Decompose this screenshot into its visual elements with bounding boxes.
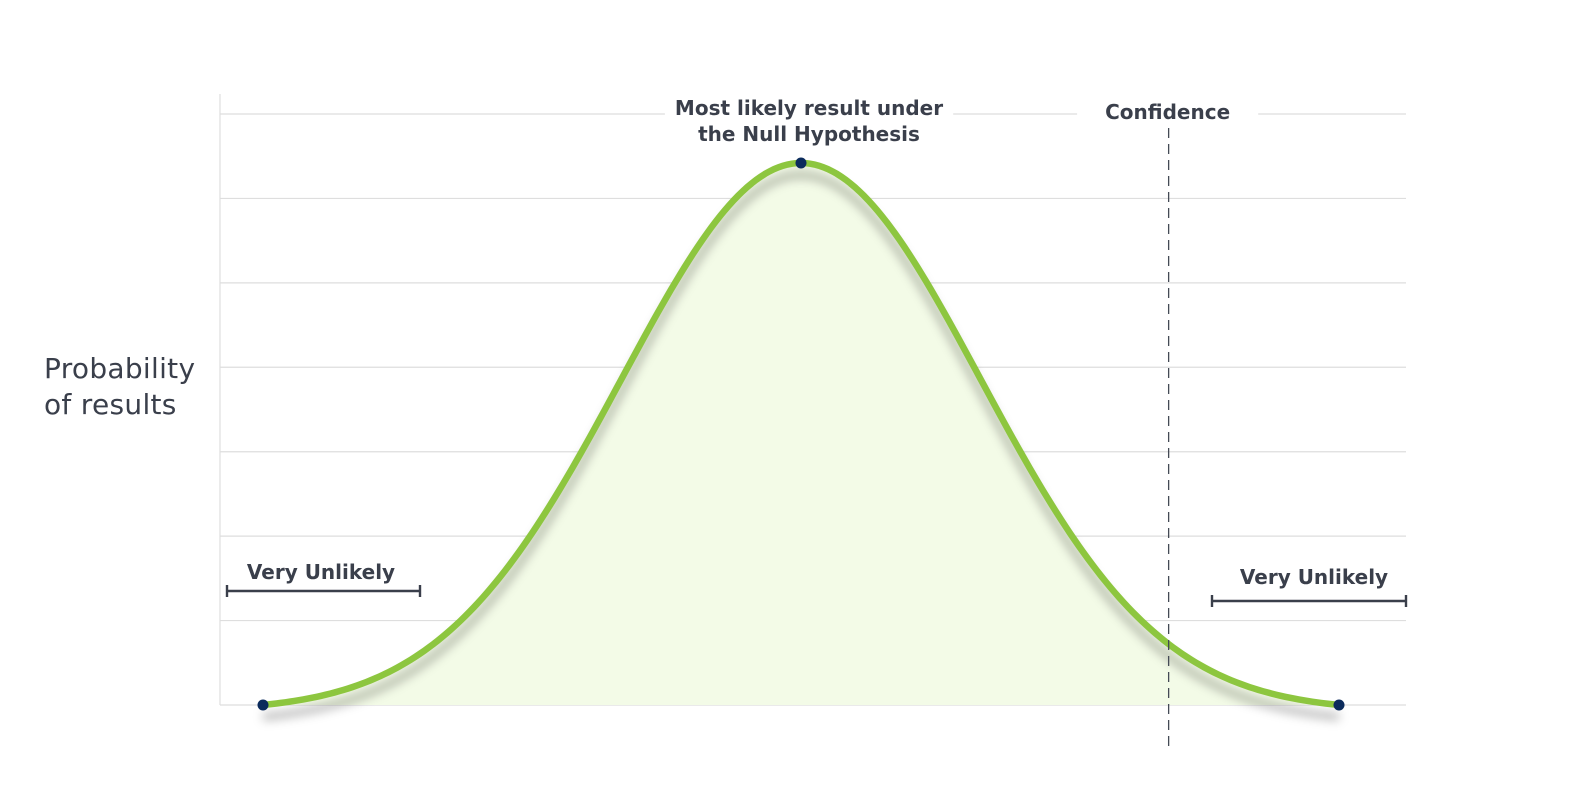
confidence-label-bg <box>1077 96 1259 128</box>
left-tail-bracket <box>225 585 422 597</box>
peak-label-line-2: the Null Hypothesis <box>698 122 920 146</box>
curve-shadow <box>262 171 1340 721</box>
right-tail-bracket <box>1210 595 1408 607</box>
left-tail-label-bg <box>242 558 400 586</box>
left-end-point <box>257 699 269 711</box>
distribution-curve <box>257 157 1345 721</box>
peak-label-line-1-bg <box>664 92 954 124</box>
y-axis-label-line-2: of results <box>44 388 177 421</box>
right-tail-label: Very Unlikely <box>1240 565 1388 589</box>
area-under-curve <box>263 163 1339 705</box>
right-tail-label-bg <box>1235 563 1393 591</box>
confidence-label: Confidence <box>1105 100 1230 124</box>
peak-point <box>795 157 807 169</box>
right-end-point <box>1333 699 1345 711</box>
peak-label-line-1: Most likely result under <box>675 96 943 120</box>
y-axis-label-line-1: Probability <box>44 352 196 385</box>
left-tail-label: Very Unlikely <box>247 560 395 584</box>
peak-label-line-2-bg <box>688 120 930 148</box>
area-fill <box>263 163 1339 705</box>
